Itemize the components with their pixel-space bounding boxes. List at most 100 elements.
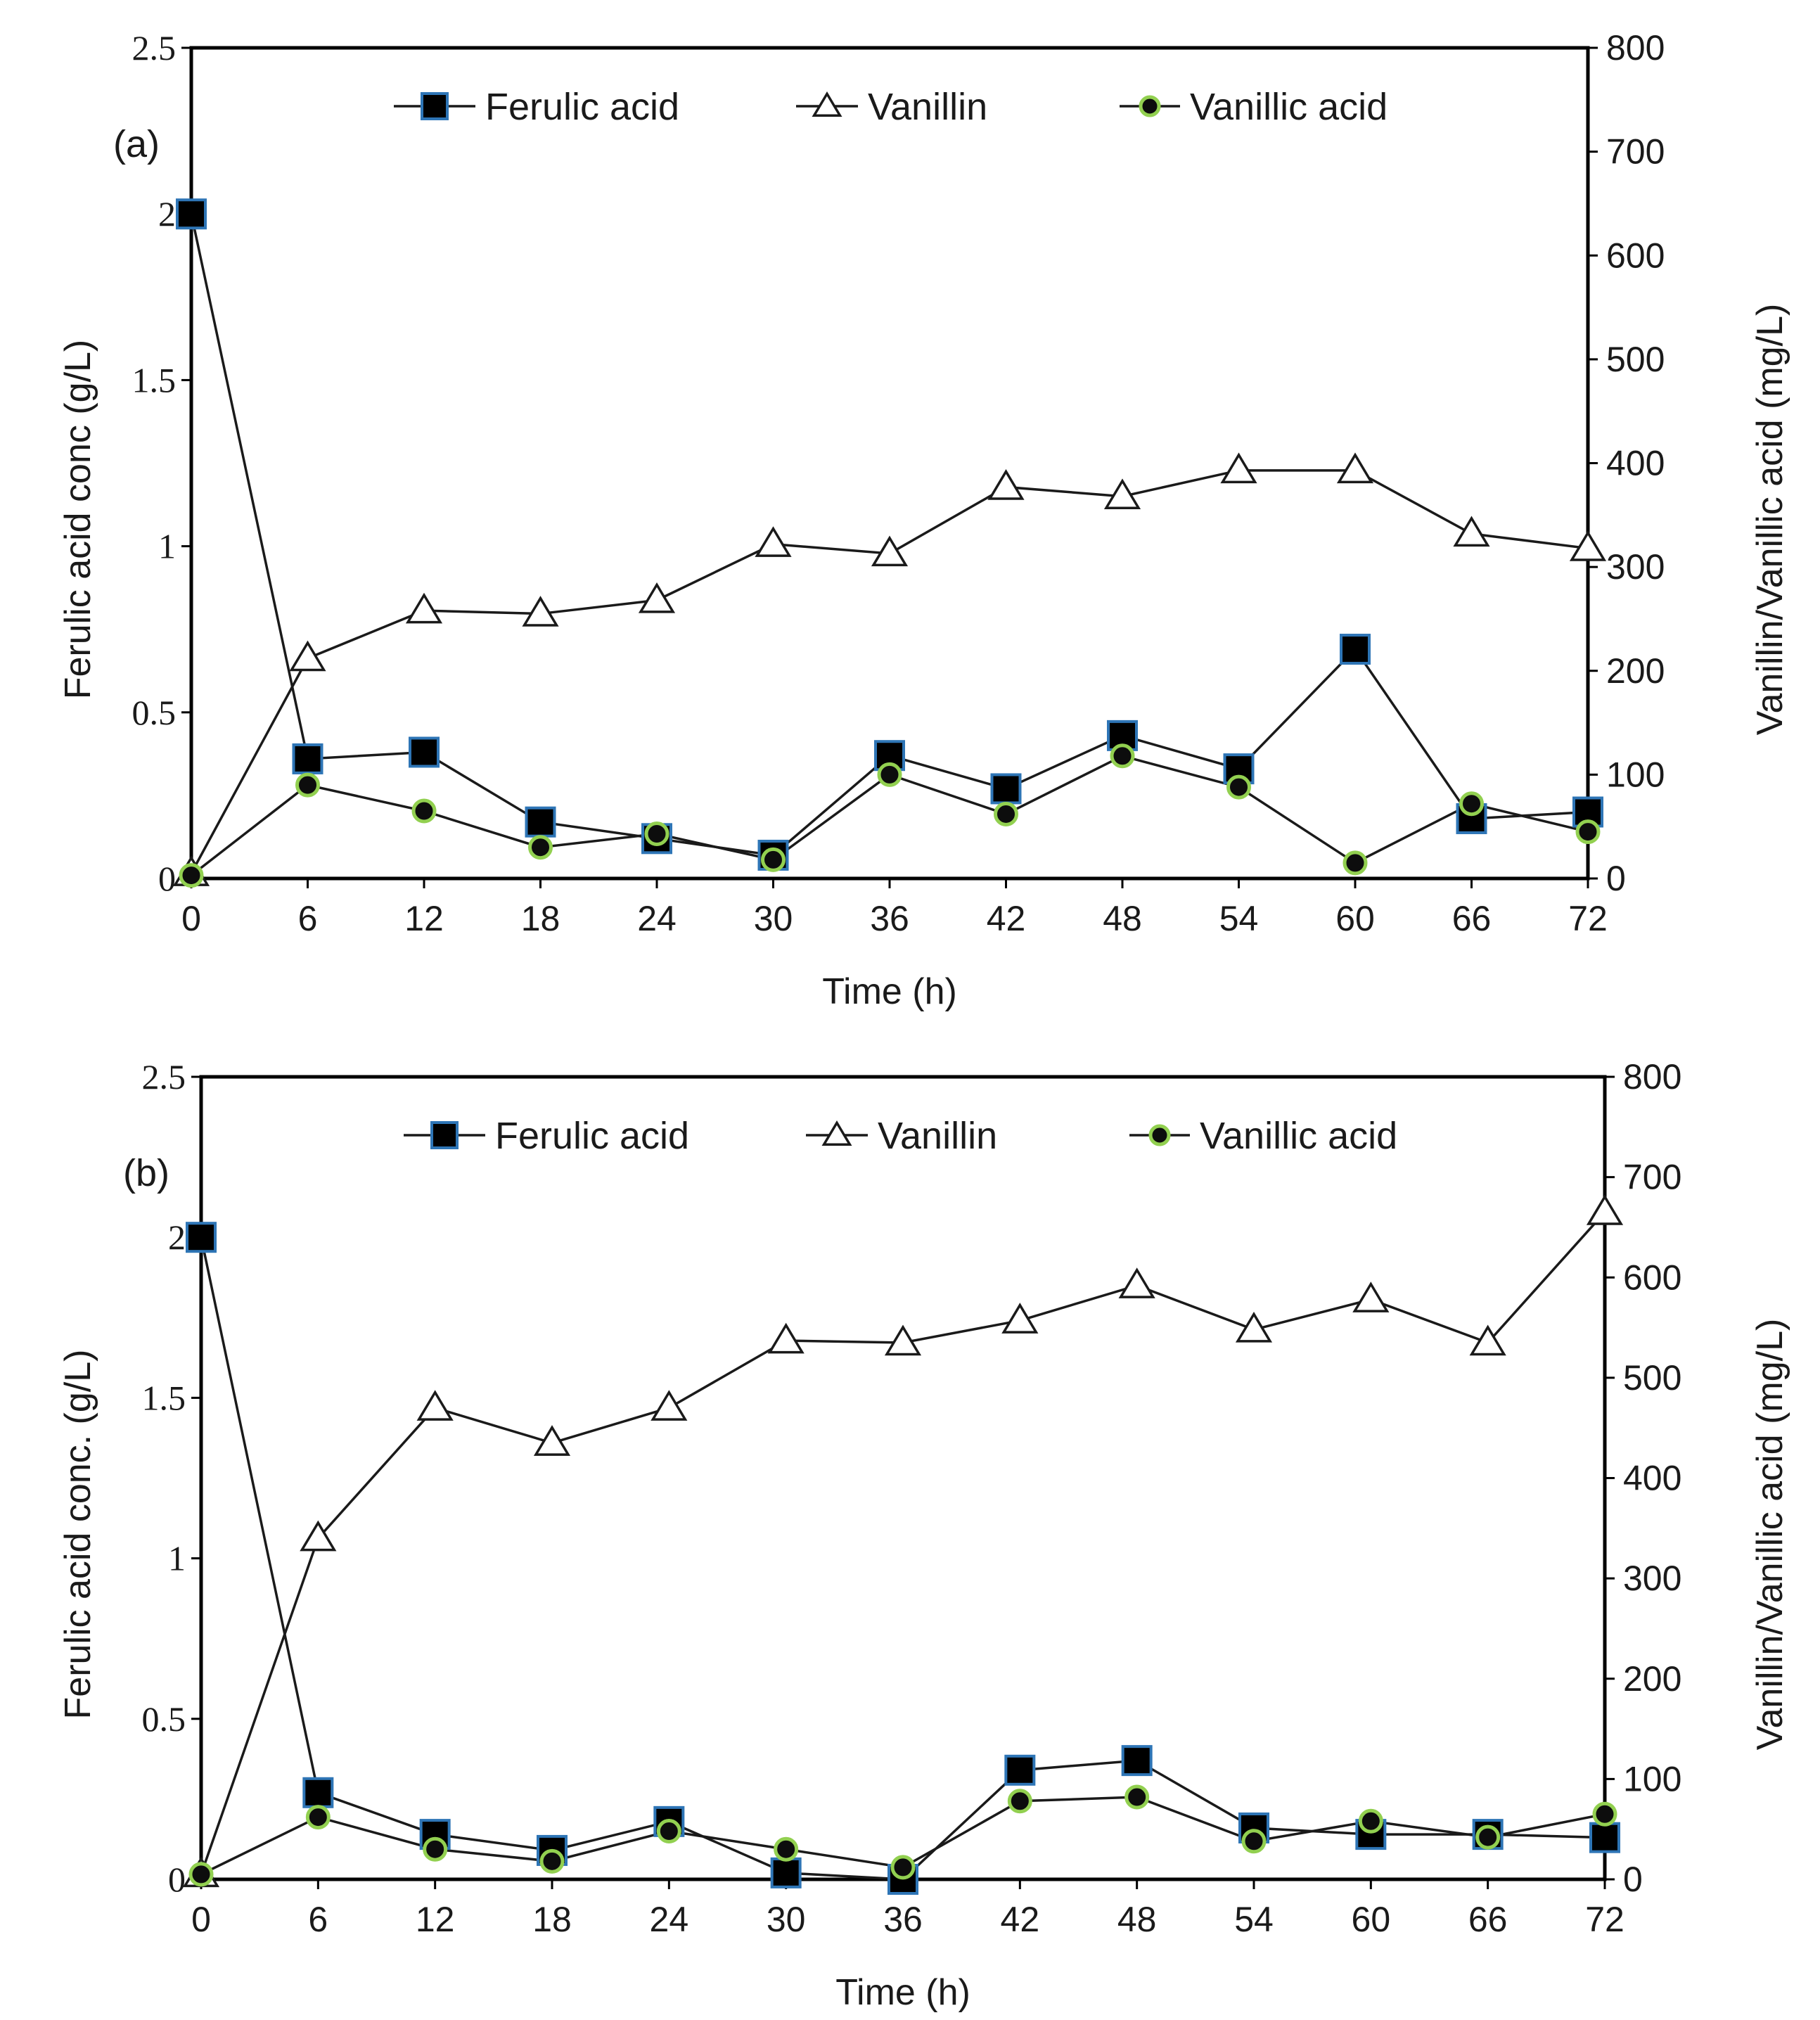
data-point-triangle: [1336, 452, 1374, 484]
data-point-square: [525, 806, 556, 838]
x-tick-label: 30: [767, 1900, 806, 1939]
x-tick-label: 18: [532, 1900, 572, 1939]
data-point-triangle: [405, 592, 443, 624]
data-point-circle: [890, 1855, 916, 1880]
x-tick-label: 48: [1117, 1900, 1157, 1939]
data-point-circle: [295, 772, 320, 798]
x-tick-label: 60: [1352, 1900, 1391, 1939]
data-point-circle: [539, 1848, 565, 1874]
data-point-circle: [656, 1819, 681, 1844]
chart-panel-b: 0 6 12 18 24 30 36 42 48 54 60 66 7200.511.522.50100…: [58, 1057, 1790, 2013]
data-point-circle: [528, 835, 553, 860]
data-point-circle: [179, 863, 204, 888]
data-point-triangle: [1569, 530, 1607, 561]
x-tick-label: 0: [181, 899, 201, 938]
data-point-square: [302, 1777, 334, 1808]
data-point-triangle: [416, 1390, 454, 1421]
data-point-triangle: [1220, 452, 1257, 484]
legend-label: Ferulic acid: [495, 1115, 689, 1157]
data-point-circle: [1342, 850, 1368, 876]
legend-marker: [1148, 1124, 1171, 1146]
panel-label: (a): [113, 123, 160, 165]
y-right-tick-label: 0: [1623, 1860, 1643, 1899]
data-point-triangle: [987, 469, 1025, 500]
y-right-tick-label: 200: [1606, 651, 1665, 691]
legend-label: Vanillic acid: [1190, 86, 1388, 128]
x-tick-label: 66: [1468, 1900, 1508, 1939]
x-tick-label: 12: [416, 1900, 455, 1939]
data-point-triangle: [651, 1390, 688, 1421]
y-right-axis-title: Vanillin/Vanillic acid (mg/L): [1750, 304, 1790, 736]
legend-marker: [812, 91, 842, 117]
data-point-circle: [423, 1836, 448, 1862]
y-left-tick-label: 0.5: [132, 693, 177, 732]
data-point-circle: [877, 762, 902, 787]
x-tick-label: 12: [404, 899, 444, 938]
y-right-axis-title: Vanillin/Vanillic acid (mg/L): [1750, 1319, 1790, 1751]
data-point-circle: [1358, 1808, 1383, 1834]
data-point-circle: [1575, 819, 1601, 845]
x-axis-title: Time (h): [822, 971, 957, 1012]
y-right-tick-label: 200: [1623, 1659, 1681, 1699]
data-point-circle: [1475, 1824, 1501, 1850]
x-tick-label: 60: [1335, 899, 1375, 938]
data-point-triangle: [755, 526, 792, 557]
x-tick-label: 72: [1585, 1900, 1624, 1939]
series-line-triangle: [190, 469, 1589, 874]
y-left-axis-title: Ferulic acid conc (g/L): [58, 340, 98, 700]
legend-label: Vanillin: [878, 1115, 997, 1157]
data-point-triangle: [300, 1520, 337, 1552]
x-tick-label: 54: [1234, 1900, 1274, 1939]
y-right-tick-label: 600: [1623, 1258, 1681, 1297]
y-left-tick-label: 1: [168, 1539, 186, 1578]
data-point-circle: [1007, 1789, 1032, 1814]
y-left-axis-title: Ferulic acid conc. (g/L): [58, 1350, 98, 1720]
x-tick-label: 18: [521, 899, 560, 938]
data-point-square: [1340, 634, 1371, 665]
plot-frame: [199, 1075, 1607, 1881]
data-point-circle: [644, 822, 669, 847]
y-left-tick-label: 2.5: [142, 1057, 186, 1097]
data-point-triangle: [767, 1322, 805, 1354]
x-tick-label: 54: [1219, 899, 1259, 938]
data-point-square: [409, 736, 440, 768]
data-point-triangle: [1352, 1281, 1390, 1312]
x-tick-label: 66: [1452, 899, 1492, 938]
x-tick-label: 72: [1568, 899, 1608, 938]
y-right-tick-label: 300: [1623, 1559, 1681, 1598]
data-point-square: [1589, 1822, 1620, 1853]
data-point-triangle: [1118, 1267, 1155, 1298]
legend-marker: [821, 1120, 852, 1146]
y-right-tick-label: 700: [1623, 1158, 1681, 1197]
y-right-tick-label: 500: [1606, 340, 1665, 379]
data-point-triangle: [884, 1324, 922, 1356]
y-left-tick-label: 2.5: [132, 28, 177, 68]
x-tick-label: 24: [650, 1900, 689, 1939]
x-tick-label: 48: [1103, 899, 1142, 938]
y-right-tick-label: 400: [1623, 1459, 1681, 1498]
y-right-tick-label: 500: [1623, 1358, 1681, 1398]
data-point-triangle: [1586, 1194, 1624, 1225]
data-point-square: [1121, 1745, 1153, 1777]
x-tick-label: 6: [298, 899, 318, 938]
data-point-circle: [1241, 1829, 1267, 1854]
x-axis-title: Time (h): [835, 1972, 970, 2013]
data-point-triangle: [1103, 478, 1141, 509]
data-point-triangle: [1469, 1324, 1506, 1356]
series-line-triangle: [200, 1211, 1606, 1875]
y-left-tick-label: 0: [158, 859, 176, 898]
x-tick-label: 6: [308, 1900, 328, 1939]
legend-marker: [1139, 95, 1161, 117]
y-right-tick-label: 800: [1606, 28, 1665, 68]
data-point-triangle: [1235, 1312, 1273, 1343]
y-right-tick-label: 100: [1623, 1759, 1681, 1798]
panel-label: (b): [123, 1152, 169, 1194]
data-point-circle: [188, 1862, 214, 1887]
y-right-tick-label: 0: [1606, 859, 1626, 898]
data-point-circle: [774, 1836, 799, 1862]
y-right-tick-label: 400: [1606, 444, 1665, 483]
y-left-tick-label: 1.5: [132, 360, 177, 399]
y-left-tick-label: 0: [168, 1860, 186, 1899]
data-point-circle: [761, 847, 786, 872]
